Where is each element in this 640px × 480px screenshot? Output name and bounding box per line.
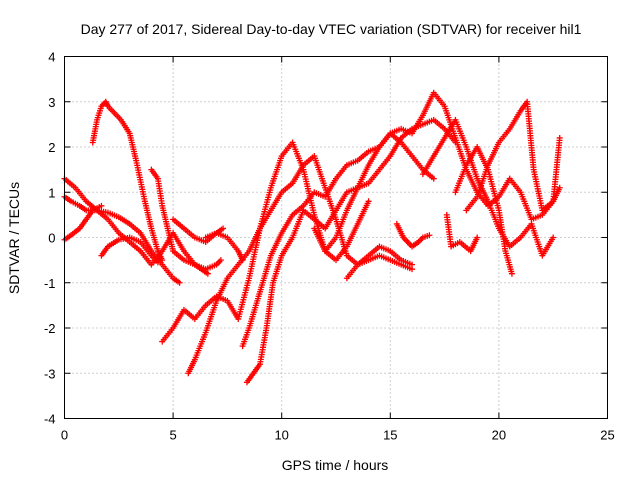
x-tick-label: 25 [600,428,614,443]
data-point [217,257,224,264]
x-tick-label: 0 [61,428,68,443]
data-point [556,134,563,141]
x-axis-label: GPS time / hours [282,457,389,473]
y-tick-label: -1 [44,276,56,291]
data-point [550,234,557,241]
x-axis-tick-labels: 0 5 10 15 20 25 [61,428,615,443]
data-points [61,89,563,386]
y-tick-label: -2 [44,321,56,336]
data-point [474,234,481,241]
data-point [176,279,183,286]
series-12 [243,116,459,386]
series-15 [393,220,433,250]
series-4 [89,98,166,264]
series-3 [61,202,105,243]
y-tick-label: -4 [44,412,56,427]
x-tick-label: 5 [169,428,176,443]
series-9 [185,153,416,377]
series-10 [202,229,246,264]
data-point [430,175,437,182]
series-7 [159,139,372,345]
data-point [426,232,433,239]
series-19 [443,211,481,255]
y-tick-label: 2 [48,140,55,155]
series-14 [343,243,416,282]
y-tick-label: 1 [48,185,55,200]
data-point [159,257,166,264]
y-axis-label: SDTVAR / TECUs [6,182,22,294]
data-point [154,259,161,266]
data-point [239,257,246,264]
data-point [556,184,563,191]
y-tick-label: -3 [44,366,56,381]
x-tick-label: 10 [274,428,288,443]
data-point [204,270,211,277]
series-6 [148,166,211,277]
plot-frame [64,56,608,419]
y-tick-label: 3 [48,95,55,110]
series-16 [419,116,557,259]
chart-title: Day 277 of 2017, Sidereal Day-to-day VTE… [81,21,582,37]
data-point [365,198,372,205]
data-point [409,261,416,268]
data-point [98,202,105,209]
data-point [508,270,515,277]
x-tick-label: 15 [383,428,397,443]
data-point [220,225,227,232]
y-axis-tick-labels: -4 -3 -2 -1 0 1 2 3 4 [44,50,56,427]
y-tick-label: 0 [48,231,55,246]
x-tick-label: 20 [492,428,506,443]
series-11 [239,130,437,350]
series-17 [452,144,515,277]
series-18 [463,98,563,214]
y-tick-label: 4 [48,50,55,65]
series-5 [98,234,161,266]
